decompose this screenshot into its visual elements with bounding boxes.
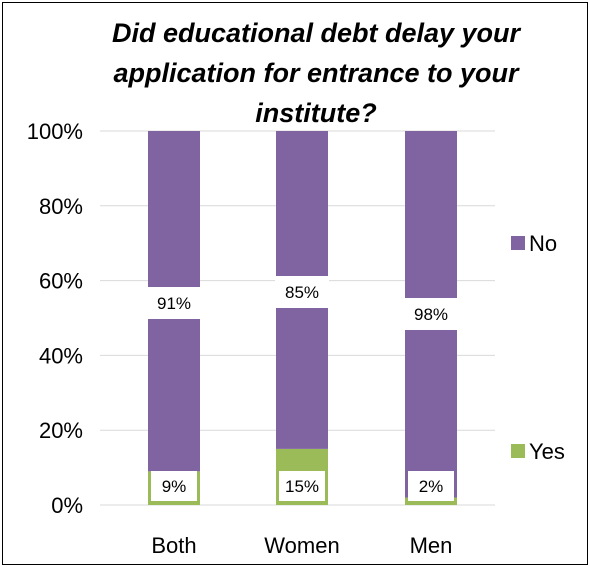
x-axis-categories: Both Women Men (151, 533, 452, 558)
data-label-no: 85% (285, 283, 319, 302)
data-label-box (408, 471, 454, 501)
x-category-label: Both (151, 533, 196, 558)
data-label-yes: 9% (162, 477, 187, 496)
y-tick-label: 80% (39, 194, 83, 219)
data-label-yes: 15% (285, 477, 319, 496)
data-label-yes: 2% (419, 477, 444, 496)
data-labels: 9% 91% 15% 85% 2% 98% (147, 276, 458, 501)
legend-label-no: No (529, 231, 557, 256)
data-label-box (147, 287, 201, 319)
legend-swatch-no (511, 236, 525, 250)
data-label-box (404, 298, 458, 330)
legend-swatch-yes (511, 444, 525, 458)
chart-title-line-2: application for entrance to your (113, 58, 520, 88)
data-label-box (279, 471, 325, 501)
y-tick-label: 20% (39, 418, 83, 443)
legend-label-yes: Yes (529, 439, 565, 464)
data-label-box (275, 276, 329, 308)
x-category-label: Women (264, 533, 339, 558)
data-label-no: 98% (414, 305, 448, 324)
chart-title-line-3: institute? (255, 98, 377, 128)
data-label-box (151, 471, 197, 501)
y-tick-label: 0% (51, 493, 83, 518)
y-tick-label: 100% (27, 119, 83, 144)
bar-yes-men (405, 497, 457, 505)
chart-title-line-1: Did educational debt delay your (112, 18, 522, 48)
y-tick-label: 40% (39, 343, 83, 368)
y-axis-ticks: 0% 20% 40% 60% 80% 100% (27, 119, 83, 518)
x-category-label: Men (410, 533, 453, 558)
data-label-no: 91% (157, 294, 191, 313)
y-tick-label: 60% (39, 269, 83, 294)
legend: Yes No (511, 231, 565, 464)
